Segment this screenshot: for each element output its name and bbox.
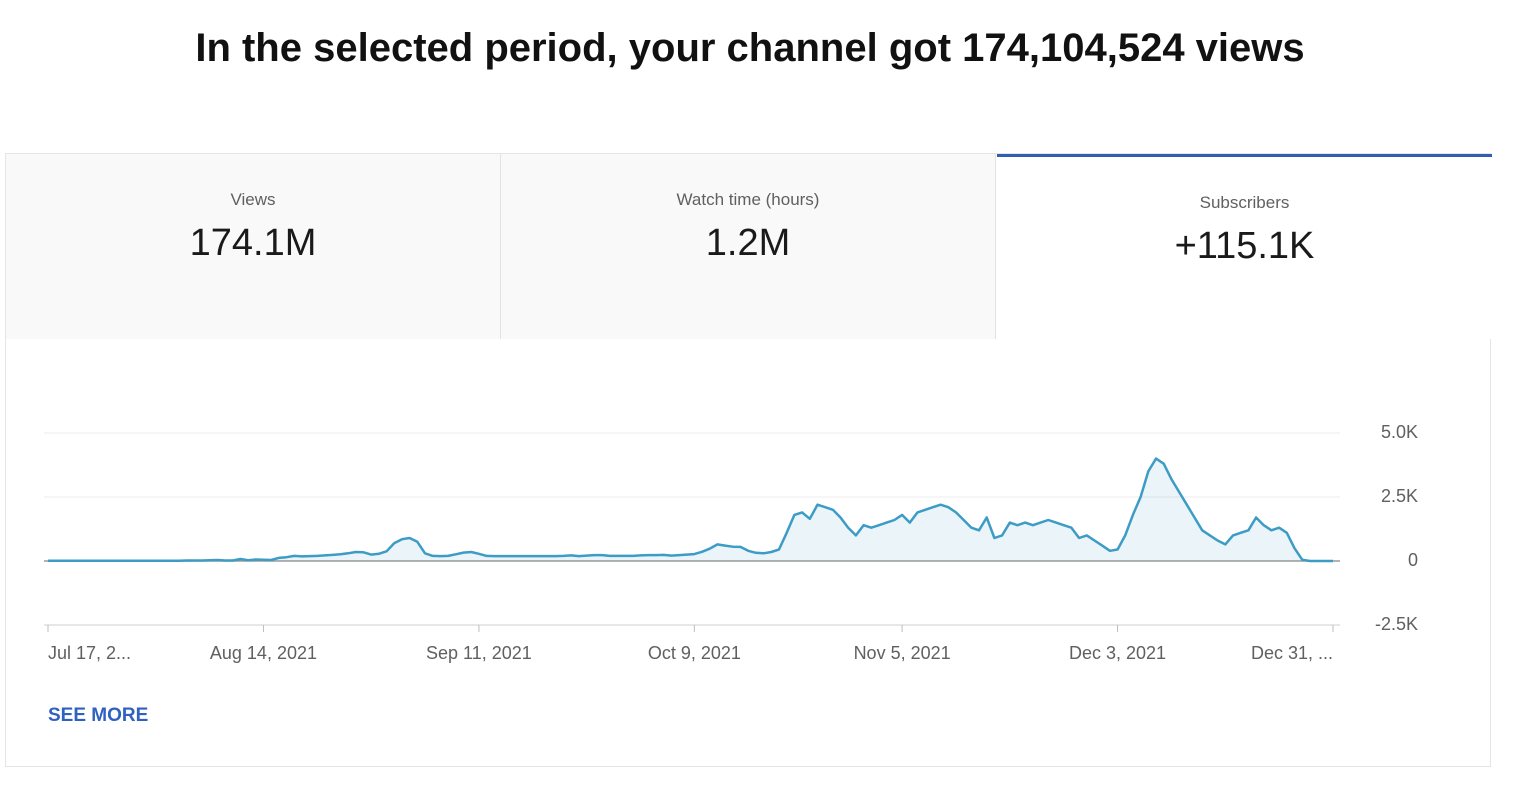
tab-value: +115.1K — [1174, 225, 1315, 267]
data-line — [48, 457, 1333, 563]
tab-value: 174.1M — [189, 222, 317, 264]
x-tick-label: Nov 5, 2021 — [854, 643, 951, 663]
tab-label: Subscribers — [1199, 193, 1290, 212]
tab-label: Views — [230, 190, 276, 209]
y-tick-label: 0 — [1408, 550, 1418, 570]
y-tick-label: 5.0K — [1381, 422, 1418, 442]
x-tick-label: Dec 31, ... — [1251, 643, 1333, 663]
area-fill — [48, 458, 1333, 561]
tab-label: Watch time (hours) — [676, 190, 820, 209]
page-title: In the selected period, your channel got… — [195, 26, 1305, 70]
y-tick-label: -2.5K — [1375, 614, 1418, 634]
x-tick-label: Jul 17, 2... — [48, 643, 131, 663]
tab-value: 1.2M — [705, 222, 791, 264]
y-tick-label: 2.5K — [1381, 486, 1418, 506]
x-tick-label: Dec 3, 2021 — [1069, 643, 1166, 663]
see-more-link[interactable]: SEE MORE — [48, 705, 149, 726]
tab[interactable]: Watch time (hours) 1.2M — [501, 154, 996, 339]
x-tick-label: Sep 11, 2021 — [426, 643, 532, 663]
x-tick-label: Aug 14, 2021 — [210, 643, 317, 663]
chart: -2.5K 0 2.5K 5.0K Jul 17, 2... Aug 14, 2021 Se… — [44, 422, 1418, 663]
x-tick-label: Oct 9, 2021 — [648, 643, 741, 663]
analytics-card: Views 174.1M Watch time (hours) 1.2M Sub… — [5, 153, 1492, 767]
tab[interactable]: Subscribers +115.1K — [997, 154, 1492, 339]
tab[interactable]: Views 174.1M — [6, 154, 501, 339]
